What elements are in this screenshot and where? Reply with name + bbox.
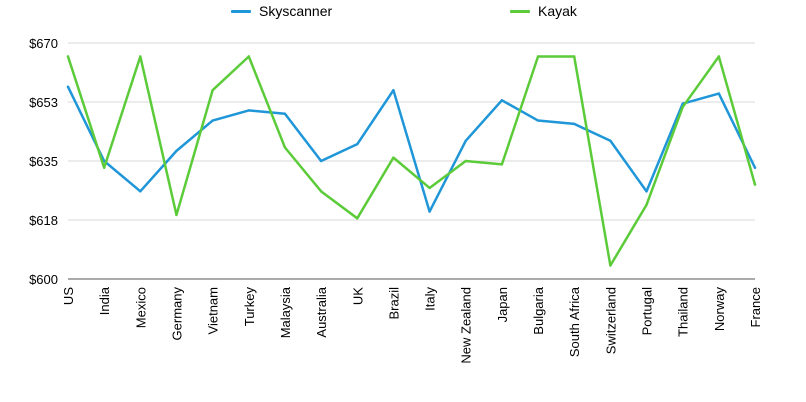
data-point-skyscanner — [319, 159, 323, 163]
x-tick-label: Vietnam — [206, 287, 221, 334]
x-tick-label: France — [748, 287, 763, 327]
data-point-kayak — [573, 55, 576, 58]
x-tick-label: Brazil — [386, 287, 401, 320]
data-point-skyscanner — [392, 89, 395, 92]
x-tick-label: US — [61, 287, 76, 305]
data-point-kayak — [211, 89, 214, 92]
data-point-kayak — [428, 186, 431, 190]
x-tick-label: Thailand — [676, 287, 691, 337]
y-tick-label: $653 — [29, 95, 58, 110]
x-tick-label: Australia — [314, 286, 329, 337]
data-point-skyscanner — [609, 139, 612, 142]
data-point-kayak — [283, 146, 287, 149]
data-point-skyscanner — [717, 92, 721, 95]
data-point-skyscanner — [211, 119, 214, 122]
data-point-kayak — [356, 217, 359, 220]
y-tick-label: $635 — [29, 154, 58, 169]
x-tick-label: South Africa — [567, 286, 582, 357]
legend-item-skyscanner: Skyscanner — [231, 3, 332, 19]
data-point-skyscanner — [753, 166, 757, 169]
y-axis: $600 $618 $635 $653 $670 — [29, 36, 58, 287]
data-point-kayak — [247, 55, 250, 58]
data-point-kayak — [175, 213, 178, 217]
data-point-skyscanner — [247, 109, 250, 112]
chart-legend: Skyscanner Kayak — [0, 3, 806, 23]
x-tick-label: Switzerland — [603, 287, 618, 354]
x-tick-label: Turkey — [242, 287, 257, 327]
data-point-skyscanner — [139, 190, 142, 193]
legend-label-kayak: Kayak — [538, 3, 577, 19]
x-tick-label: Malaysia — [278, 286, 293, 338]
x-tick-label: Japan — [495, 287, 510, 322]
data-point-kayak — [139, 55, 142, 58]
legend-swatch-kayak — [510, 9, 530, 13]
x-tick-label: Bulgaria — [531, 286, 546, 334]
data-point-skyscanner — [66, 85, 70, 89]
legend-item-kayak: Kayak — [510, 3, 577, 19]
data-point-kayak — [717, 55, 721, 58]
data-point-kayak — [102, 166, 106, 169]
data-point-skyscanner — [428, 210, 431, 213]
data-point-kayak — [609, 264, 612, 267]
data-point-skyscanner — [283, 112, 287, 116]
x-tick-label: Mexico — [133, 287, 148, 328]
series-line-kayak — [66, 55, 757, 267]
x-tick-label: New Zealand — [459, 287, 474, 364]
data-point-skyscanner — [500, 99, 504, 102]
data-point-kayak — [753, 183, 757, 186]
data-point-kayak — [464, 159, 467, 163]
data-point-skyscanner — [464, 139, 467, 142]
series-line-skyscanner — [66, 85, 757, 213]
data-point-kayak — [392, 156, 395, 159]
x-tick-label: UK — [350, 287, 365, 305]
data-point-skyscanner — [573, 122, 576, 126]
gridlines — [68, 42, 755, 280]
data-point-kayak — [66, 55, 70, 58]
data-point-kayak — [681, 105, 684, 109]
data-point-kayak — [645, 203, 648, 207]
y-tick-label: $670 — [29, 36, 58, 51]
data-point-kayak — [536, 55, 540, 58]
data-point-skyscanner — [536, 119, 540, 122]
series-lines — [66, 55, 757, 267]
data-point-skyscanner — [102, 159, 106, 163]
x-tick-label: Portugal — [640, 287, 655, 336]
data-point-kayak — [500, 163, 504, 166]
data-point-skyscanner — [175, 149, 178, 153]
y-tick-label: $618 — [29, 213, 58, 228]
x-tick-label: India — [97, 286, 112, 315]
x-tick-label: Germany — [169, 287, 184, 341]
data-point-kayak — [319, 190, 323, 193]
x-tick-label: Italy — [423, 287, 438, 311]
data-point-skyscanner — [356, 142, 359, 146]
x-tick-label: Norway — [712, 287, 727, 332]
y-tick-label: $600 — [29, 272, 58, 287]
legend-swatch-skyscanner — [231, 9, 251, 13]
legend-label-skyscanner: Skyscanner — [259, 3, 333, 19]
data-point-skyscanner — [645, 190, 648, 193]
x-axis: US India Mexico Germany Vietnam Turkey Malaysi… — [61, 286, 763, 363]
